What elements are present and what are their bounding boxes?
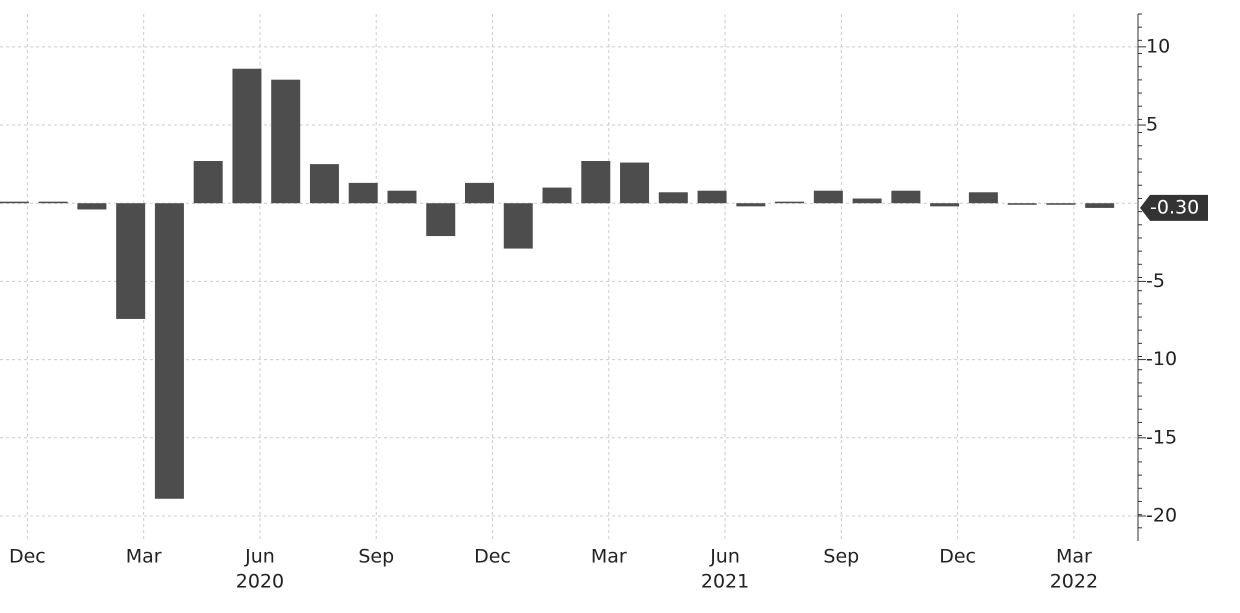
bar [736, 203, 766, 207]
x-tick-label: Dec [939, 546, 976, 568]
last-value-tag [1140, 194, 1208, 221]
y-tick-label: -15 [1146, 426, 1177, 448]
bar [38, 201, 68, 204]
bar [232, 68, 262, 204]
x-tick-label: Sep [358, 546, 394, 568]
bar [154, 203, 184, 499]
bar [77, 203, 107, 210]
y-tick-label: 10 [1146, 35, 1170, 57]
bar [1046, 203, 1076, 205]
bar [1007, 203, 1037, 205]
bar [426, 203, 456, 237]
y-tick-label: -10 [1146, 348, 1177, 370]
bar [0, 201, 29, 204]
bar [193, 160, 223, 204]
bar [620, 162, 650, 204]
bar [503, 203, 533, 249]
x-tick-label: Mar [1056, 546, 1092, 568]
x-tick-label: Mar [591, 546, 627, 568]
bar [775, 201, 805, 204]
y-tick-label: -20 [1146, 504, 1177, 526]
x-tick-label: Mar [126, 546, 162, 568]
x-year-label: 2020 [236, 571, 284, 593]
last-value-label: -0.30 [1150, 196, 1199, 218]
bar [891, 190, 921, 204]
x-tick-label: Sep [823, 546, 859, 568]
x-year-label: 2022 [1050, 571, 1098, 593]
bar [387, 190, 417, 204]
bar [542, 187, 572, 204]
bar [852, 198, 882, 204]
bar [813, 190, 843, 204]
bar [271, 79, 301, 204]
x-tick-label: Dec [474, 546, 511, 568]
x-tick-label: Jun [709, 546, 740, 568]
x-tick-label: Jun [244, 546, 275, 568]
bar [116, 203, 146, 319]
y-tick-label: 5 [1146, 114, 1158, 136]
bar [309, 164, 339, 204]
bar [581, 160, 611, 204]
bar [658, 192, 688, 204]
bar [968, 192, 998, 204]
bar [348, 182, 378, 204]
x-tick-label: Dec [9, 546, 46, 568]
bar [930, 203, 960, 207]
x-year-label: 2021 [701, 571, 749, 593]
y-tick-label: -5 [1146, 270, 1165, 292]
bar [465, 182, 494, 204]
bar [697, 190, 727, 204]
bar [1085, 203, 1115, 208]
